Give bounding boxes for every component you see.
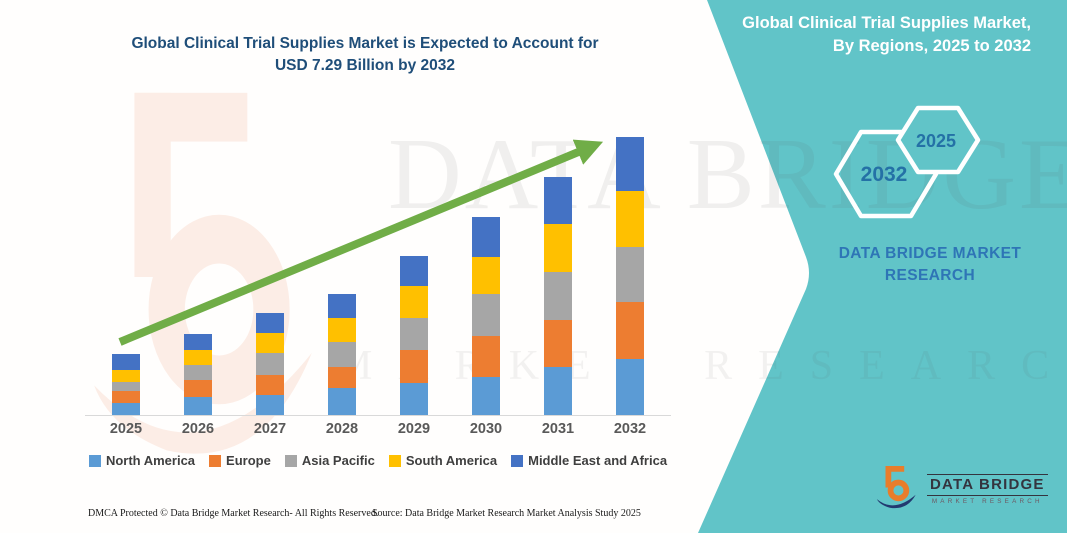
bar-segment-2028-europe bbox=[328, 366, 356, 388]
bar-segment-2025-europe bbox=[112, 391, 140, 404]
bar-segment-2025-middle-east-and-africa bbox=[112, 353, 140, 370]
bar-2032 bbox=[616, 137, 644, 415]
watermark-sub-text: MARKET RESEARCH bbox=[335, 343, 1067, 389]
bar-segment-2031-asia-pacific bbox=[544, 272, 572, 321]
panel-brand-line2: RESEARCH bbox=[884, 267, 976, 284]
bar-segment-2029-asia-pacific bbox=[400, 317, 428, 350]
dbmr-logo: DATA BRIDGE MARKET RESEARCH bbox=[874, 463, 1048, 515]
footer-source-text: Source: Data Bridge Market Research Mark… bbox=[372, 508, 641, 519]
legend-label: North America bbox=[105, 453, 196, 468]
bar-segment-2027-asia-pacific bbox=[256, 352, 284, 376]
bar-2025 bbox=[112, 353, 140, 415]
legend-item-asia-pacific: Asia Pacific bbox=[284, 453, 375, 468]
dbmr-logo-icon bbox=[876, 466, 916, 509]
legend-label: Middle East and Africa bbox=[528, 453, 668, 468]
bar-segment-2031-europe bbox=[544, 320, 572, 367]
bar-segment-2028-south-america bbox=[328, 317, 356, 342]
x-axis-label-2025: 2025 bbox=[109, 421, 143, 437]
legend-item-north-america: North America bbox=[88, 453, 196, 468]
bar-segment-2027-middle-east-and-africa bbox=[256, 313, 284, 334]
panel-title-line1: Global Clinical Trial Supplies Market, bbox=[742, 14, 1031, 32]
x-axis-label-2028: 2028 bbox=[325, 421, 359, 437]
bar-segment-2030-middle-east-and-africa bbox=[472, 216, 500, 257]
bar-segment-2026-middle-east-and-africa bbox=[184, 334, 212, 351]
bar-segment-2032-europe bbox=[616, 302, 644, 359]
legend-swatch bbox=[284, 454, 297, 467]
bar-2031 bbox=[544, 177, 572, 415]
legend-swatch bbox=[209, 454, 222, 467]
bar-segment-2032-north-america bbox=[616, 359, 644, 415]
x-axis-label-2030: 2030 bbox=[469, 421, 503, 437]
bar-segment-2029-north-america bbox=[400, 383, 428, 415]
bar-segment-2030-north-america bbox=[472, 376, 500, 415]
bar-segment-2029-middle-east-and-africa bbox=[400, 256, 428, 286]
bar-segment-2026-asia-pacific bbox=[184, 365, 212, 381]
bar-segment-2030-europe bbox=[472, 335, 500, 377]
legend-swatch bbox=[511, 454, 524, 467]
bar-segment-2027-north-america bbox=[256, 395, 284, 415]
bar-2026 bbox=[184, 334, 212, 415]
bar-segment-2026-europe bbox=[184, 380, 212, 398]
bar-segment-2025-north-america bbox=[112, 403, 140, 415]
x-axis-line bbox=[85, 415, 671, 416]
footer-dmca-text: DMCA Protected © Data Bridge Market Rese… bbox=[88, 508, 379, 519]
chart-title-line2: USD 7.29 Billion by 2032 bbox=[274, 57, 456, 74]
legend-item-south-america: South America bbox=[388, 453, 498, 468]
bar-segment-2027-south-america bbox=[256, 333, 284, 353]
bar-segment-2029-europe bbox=[400, 349, 428, 383]
bar-segment-2031-south-america bbox=[544, 224, 572, 273]
bar-segment-2030-south-america bbox=[472, 256, 500, 294]
logo-text-block: DATA BRIDGE MARKET RESEARCH bbox=[927, 473, 1048, 505]
x-axis-label-2026: 2026 bbox=[181, 421, 215, 437]
bar-segment-2030-asia-pacific bbox=[472, 293, 500, 336]
bar-segment-2028-middle-east-and-africa bbox=[328, 294, 356, 318]
chart-legend: North America Europe Asia Pacific South Ame… bbox=[85, 453, 671, 468]
x-axis-label-2032: 2032 bbox=[613, 421, 647, 437]
bar-2030 bbox=[472, 216, 500, 415]
legend-label: Asia Pacific bbox=[301, 453, 375, 468]
panel-brand-line1: DATA BRIDGE MARKET bbox=[838, 245, 1022, 262]
bar-segment-2026-south-america bbox=[184, 350, 212, 366]
bar-2027 bbox=[256, 313, 284, 415]
bar-segment-2026-north-america bbox=[184, 397, 212, 415]
logo-name: DATA BRIDGE bbox=[927, 473, 1048, 496]
x-axis-label-2029: 2029 bbox=[397, 421, 431, 437]
watermark-brand-text: DATA BRIDGE bbox=[388, 118, 1067, 231]
bar-segment-2032-middle-east-and-africa bbox=[616, 137, 644, 192]
legend-swatch bbox=[388, 454, 401, 467]
panel-title-line2: By Regions, 2025 to 2032 bbox=[832, 37, 1031, 55]
bar-segment-2029-south-america bbox=[400, 285, 428, 318]
legend-item-europe: Europe bbox=[209, 453, 271, 468]
bar-segment-2027-europe bbox=[256, 375, 284, 396]
bar-segment-2031-north-america bbox=[544, 367, 572, 415]
legend-swatch bbox=[88, 454, 101, 467]
bar-segment-2032-asia-pacific bbox=[616, 247, 644, 303]
bar-2028 bbox=[328, 294, 356, 415]
bar-segment-2025-south-america bbox=[112, 369, 140, 382]
bar-segment-2025-asia-pacific bbox=[112, 381, 140, 392]
bar-segment-2028-north-america bbox=[328, 387, 356, 415]
legend-label: Europe bbox=[226, 453, 271, 468]
chart-title: Global Clinical Trial Supplies Market is… bbox=[85, 33, 645, 77]
legend-label: South America bbox=[405, 453, 498, 468]
bar-segment-2028-asia-pacific bbox=[328, 341, 356, 367]
bar-segment-2031-middle-east-and-africa bbox=[544, 177, 572, 225]
legend-item-middle-east-and-africa: Middle East and Africa bbox=[511, 453, 667, 468]
bar-segment-2032-south-america bbox=[616, 191, 644, 248]
x-axis-label-2031: 2031 bbox=[541, 421, 575, 437]
logo-subtitle: MARKET RESEARCH bbox=[931, 497, 1043, 505]
panel-brand-text: DATA BRIDGE MARKET RESEARCH bbox=[822, 243, 1038, 287]
chart-title-line1: Global Clinical Trial Supplies Market is… bbox=[131, 35, 599, 52]
x-axis-label-2027: 2027 bbox=[253, 421, 287, 437]
bar-2029 bbox=[400, 256, 428, 415]
panel-title: Global Clinical Trial Supplies Market, B… bbox=[681, 12, 1031, 58]
